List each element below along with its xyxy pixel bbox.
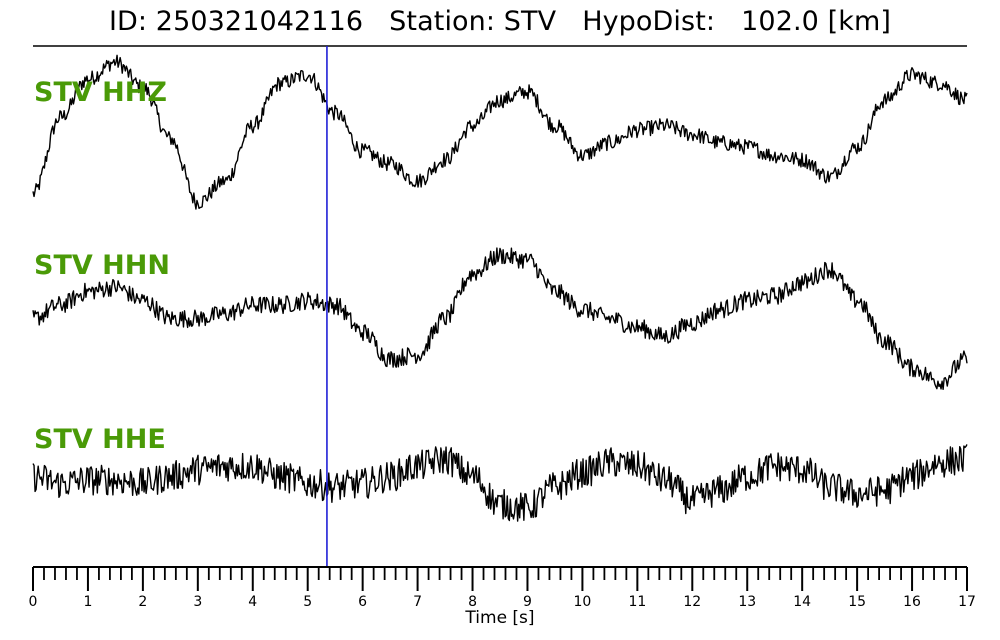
x-tick-label: 3 <box>193 594 202 610</box>
trace-stv-hhn <box>32 247 968 391</box>
x-tick-label: 10 <box>573 594 591 610</box>
x-tick-label: 12 <box>683 594 701 610</box>
trace-stv-hhe <box>32 444 968 522</box>
trace-stv-hhz <box>32 54 968 210</box>
x-tick-label: 9 <box>523 594 532 610</box>
x-tick-label: 7 <box>413 594 422 610</box>
chart-title: ID: 250321042116 Station: STV HypoDist: … <box>108 6 892 37</box>
x-tick-label: 13 <box>738 594 756 610</box>
x-tick-label: 5 <box>303 594 312 610</box>
x-tick-label: 11 <box>628 594 646 610</box>
x-tick-label: 15 <box>848 594 866 610</box>
trace-label-stv-hhe: STV HHE <box>34 424 166 455</box>
trace-label-stv-hhn: STV HHN <box>34 250 170 281</box>
x-tick-label: 1 <box>83 594 92 610</box>
x-axis-label: Time [s] <box>464 608 534 628</box>
trace-label-stv-hhz: STV HHZ <box>34 77 167 108</box>
x-tick-label: 2 <box>138 594 147 610</box>
x-tick-label: 6 <box>358 594 367 610</box>
x-tick-label: 0 <box>29 594 38 610</box>
x-tick-label: 8 <box>468 594 477 610</box>
x-tick-label: 16 <box>903 594 921 610</box>
x-tick-label: 17 <box>958 594 976 610</box>
x-tick-label: 14 <box>793 594 811 610</box>
x-tick-label: 4 <box>248 594 257 610</box>
